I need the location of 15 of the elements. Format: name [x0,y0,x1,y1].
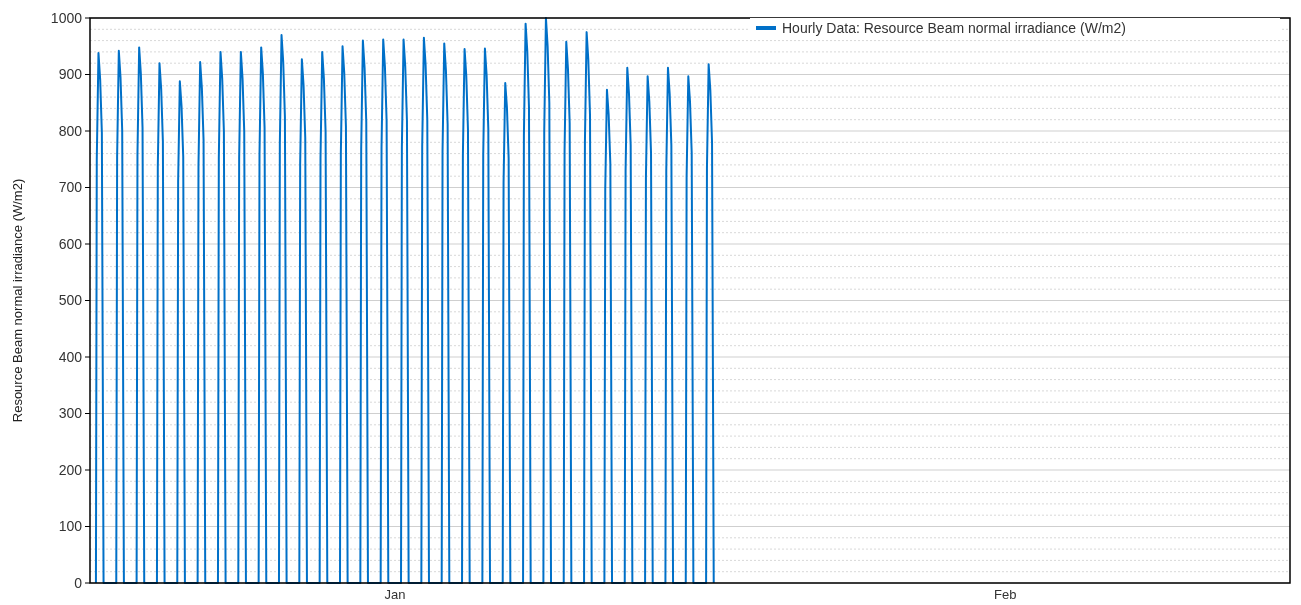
y-tick-label: 400 [58,348,83,365]
y-tick-label: 1000 [50,9,83,26]
y-tick-label: 500 [58,292,83,309]
y-tick-label: 600 [58,235,83,252]
y-axis-title: Resource Beam normal irradiance (W/m2) [10,178,25,423]
y-tick-label: 800 [58,122,83,139]
legend-label: Hourly Data: Resource Beam normal irradiance (W/m2) [782,19,1126,36]
y-tick-label: 0 [74,574,83,591]
x-tick-label: Feb [994,587,1017,602]
y-tick-label: 100 [58,518,83,535]
y-tick-label: 700 [58,179,83,196]
y-tick-label: 300 [58,405,83,422]
y-tick-label: 200 [58,461,83,478]
x-tick-label: Jan [384,587,406,602]
y-tick-label: 900 [58,66,83,83]
